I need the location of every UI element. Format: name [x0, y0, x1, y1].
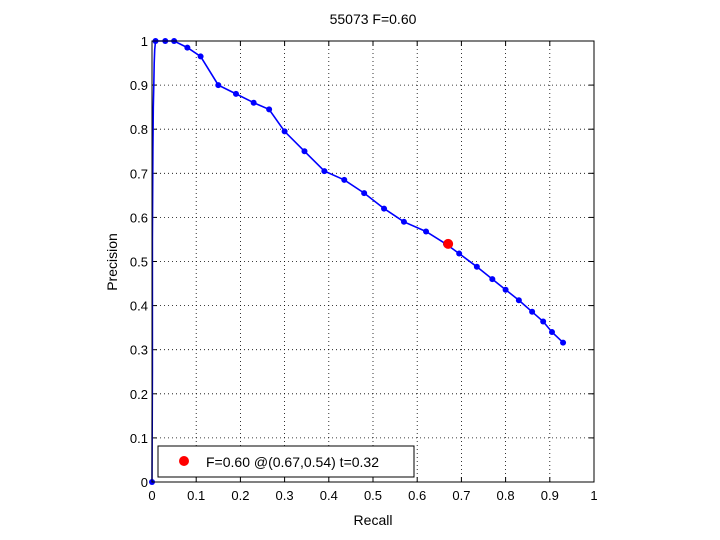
- best-f-point: [443, 238, 454, 249]
- y-tick-label: 1: [141, 34, 148, 49]
- pr-curve-point: [215, 82, 222, 89]
- y-tick-label: 0.6: [130, 210, 148, 225]
- legend-box: [157, 445, 415, 478]
- pr-curve-point: [400, 218, 407, 225]
- pr-curve-point: [423, 228, 430, 235]
- pr-curve-point: [341, 176, 348, 183]
- pr-curve-point: [250, 99, 257, 106]
- pr-curve-point: [473, 263, 480, 270]
- y-tick-label: 0.8: [130, 122, 148, 137]
- x-tick-label: 0.9: [541, 488, 559, 503]
- y-tick-label: 0.1: [130, 431, 148, 446]
- y-tick-label: 0.2: [130, 387, 148, 402]
- pr-curve-point: [232, 90, 239, 97]
- y-axis-label: Precision: [104, 233, 120, 291]
- y-tick-label: 0.4: [130, 299, 148, 314]
- x-tick-label: 0.4: [320, 488, 338, 503]
- x-tick-label: 0.2: [231, 488, 249, 503]
- x-tick-label: 0.7: [452, 488, 470, 503]
- grid: [152, 41, 594, 482]
- pr-curve-point: [489, 276, 496, 283]
- legend-marker: [179, 456, 189, 466]
- ticks: 0 0.1 0.2 0.3 0.4 0.5 0.6 0.7 0.8 0.9 1 0 0.1 0.2 0.3 0…: [130, 34, 598, 503]
- pr-curve-point: [540, 318, 547, 325]
- x-tick-label: 0.6: [408, 488, 426, 503]
- y-tick-label: 0.9: [130, 78, 148, 93]
- x-tick-label: 0.8: [497, 488, 515, 503]
- pr-curve-point: [301, 148, 308, 155]
- pr-curve-point: [549, 329, 556, 336]
- pr-curve-point: [321, 168, 328, 175]
- x-tick-label: 0: [148, 488, 155, 503]
- pr-curve-point: [529, 308, 536, 315]
- pr-curve-point: [361, 190, 368, 197]
- y-tick-label: 0.5: [130, 255, 148, 270]
- legend-label: F=0.60 @(0.67,0.54) t=0.32: [206, 454, 379, 470]
- pr-curve-point: [197, 53, 204, 60]
- pr-curve-point: [515, 297, 522, 304]
- y-tick-label: 0: [141, 475, 148, 490]
- pr-curve-point: [281, 128, 288, 135]
- pr-curve-point: [560, 339, 567, 346]
- pr-curve-point: [381, 205, 388, 212]
- x-axis-label: Recall: [354, 512, 393, 528]
- y-tick-label: 0.3: [130, 343, 148, 358]
- plot-frame: [151, 40, 595, 483]
- pr-curve-point: [266, 106, 273, 113]
- legend: F=0.60 @(0.67,0.54) t=0.32: [157, 445, 415, 478]
- pr-curve-point: [456, 250, 463, 257]
- series-layer: [149, 38, 567, 485]
- x-tick-label: 0.3: [276, 488, 294, 503]
- y-tick-label: 0.7: [130, 166, 148, 181]
- pr-curve-point: [184, 44, 191, 51]
- x-tick-label: 1: [590, 488, 597, 503]
- pr-curve-line: [151, 40, 564, 483]
- chart-title: 55073 F=0.60: [330, 11, 417, 27]
- x-tick-label: 0.5: [364, 488, 382, 503]
- x-tick-label: 0.1: [187, 488, 205, 503]
- pr-curve-point: [502, 286, 509, 293]
